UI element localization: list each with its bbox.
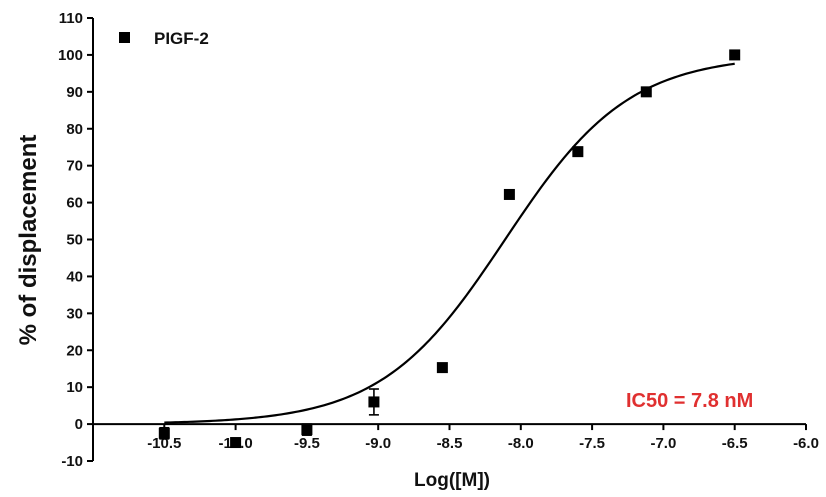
x-tick-label: -8.5	[437, 435, 463, 452]
y-tick-label: -10	[61, 453, 83, 470]
data-point	[230, 437, 242, 449]
y-tick-label: 60	[66, 195, 83, 212]
data-point	[503, 188, 515, 200]
y-tick-label: 100	[58, 47, 83, 64]
data-points	[158, 49, 741, 449]
y-tick-label: 50	[66, 232, 83, 249]
data-point	[158, 427, 170, 439]
ticks: -100102030405060708090100110-10.5-10.0-9…	[58, 10, 819, 470]
y-axis-title: % of displacement	[15, 135, 42, 346]
x-tick-label: -8.0	[508, 435, 534, 452]
data-point	[640, 86, 652, 98]
legend-marker	[119, 32, 130, 43]
y-tick-label: 0	[75, 416, 83, 433]
data-point	[368, 396, 380, 408]
y-tick-label: 110	[59, 10, 83, 27]
y-tick-label: 80	[66, 121, 83, 138]
x-axis-title: Log([M])	[414, 470, 490, 491]
y-tick-label: 40	[66, 268, 83, 285]
legend-label: PIGF-2	[154, 29, 209, 48]
x-tick-label: -10.5	[147, 435, 181, 452]
legend: PIGF-2	[119, 29, 209, 48]
y-tick-label: 30	[66, 305, 83, 322]
x-tick-label: -7.0	[650, 435, 676, 452]
y-tick-label: 90	[66, 84, 83, 101]
y-tick-label: 70	[66, 158, 83, 175]
data-point	[436, 362, 448, 374]
x-tick-label: -7.5	[579, 435, 605, 452]
x-tick-label: -6.0	[793, 435, 819, 452]
data-point	[729, 49, 741, 61]
ic50-annotation: IC50 = 7.8 nM	[626, 390, 753, 412]
x-tick-label: -9.0	[365, 435, 391, 452]
x-tick-label: -9.5	[294, 435, 320, 452]
data-point	[301, 424, 313, 436]
x-tick-label: -6.5	[722, 435, 748, 452]
y-tick-label: 10	[66, 379, 83, 396]
y-tick-label: 20	[66, 342, 83, 359]
data-point	[572, 146, 584, 158]
fit-curve	[164, 62, 735, 424]
